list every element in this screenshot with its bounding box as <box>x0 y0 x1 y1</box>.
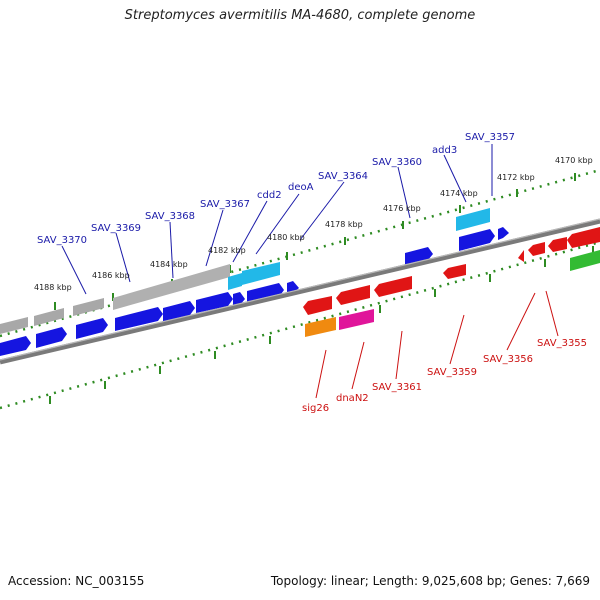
gene-label: SAV_3355 <box>537 338 587 349</box>
gene-label: SAV_3356 <box>483 354 533 365</box>
reverse-genes <box>303 227 600 337</box>
leader-line <box>545 290 559 337</box>
gene-label: SAV_3367 <box>200 199 250 210</box>
gene-label: add3 <box>432 145 457 156</box>
leader-line <box>506 292 536 351</box>
gene-label: SAV_3364 <box>318 171 368 182</box>
gene-shape <box>339 309 374 330</box>
ruler-tick-label: 4186 kbp <box>92 271 130 280</box>
gene-shape <box>115 307 163 331</box>
gene-shape <box>242 262 280 285</box>
gene-shape <box>228 273 242 290</box>
gene-shape <box>0 336 31 356</box>
map-title: Streptomyces avermitilis MA-4680, comple… <box>124 8 476 23</box>
reverse-leader-lines <box>315 290 559 399</box>
forward-genes <box>0 227 509 356</box>
gene-shape <box>305 317 336 337</box>
gene-shape <box>0 317 28 334</box>
gene-shape <box>336 285 370 305</box>
gene-label: SAV_3360 <box>372 157 422 168</box>
ruler-tick-label: 4188 kbp <box>34 283 72 292</box>
ruler-tick-label: 4178 kbp <box>325 220 363 229</box>
gene-label: SAV_3368 <box>145 211 195 222</box>
ruler-tick-labels: 4170 kbp 4172 kbp 4174 kbp 4176 kbp 4178… <box>34 156 593 292</box>
gene-label: SAV_3369 <box>91 223 141 234</box>
gene-label: SAV_3357 <box>465 132 515 143</box>
gene-shape <box>113 264 230 310</box>
gene-shape <box>405 247 433 266</box>
ruler-tick-label: 4180 kbp <box>267 233 305 242</box>
leader-line <box>115 232 131 283</box>
leader-line <box>397 166 411 219</box>
gene-shape <box>456 208 490 231</box>
leader-line <box>255 193 300 255</box>
ruler-tick-label: 4172 kbp <box>497 173 535 182</box>
gene-label: deoA <box>288 182 314 193</box>
gene-shape <box>73 298 104 316</box>
ruler-tick-label: 4184 kbp <box>150 260 188 269</box>
genome-summary-text: Topology: linear; Length: 9,025,608 bp; … <box>270 574 590 588</box>
gene-label: cdd2 <box>257 190 282 201</box>
ruler-tick-label: 4174 kbp <box>440 189 478 198</box>
reverse-gene-labels: sig26 dnaN2 SAV_3361 SAV_3359 SAV_3356 S… <box>302 338 587 414</box>
leader-line <box>449 314 465 365</box>
leader-line <box>395 330 403 380</box>
gene-shape <box>528 242 545 256</box>
gene-label: SAV_3361 <box>372 382 422 393</box>
forward-leader-lines <box>61 144 493 295</box>
leader-line <box>299 181 345 241</box>
leader-line <box>443 154 467 203</box>
leader-line <box>169 221 174 279</box>
leader-line <box>61 245 87 295</box>
ruler-tick-label: 4170 kbp <box>555 156 593 165</box>
gene-shape <box>548 237 567 252</box>
gene-shape <box>36 327 67 348</box>
gene-shape <box>196 292 233 313</box>
leader-line <box>232 200 268 263</box>
genome-backbone <box>0 218 600 365</box>
gene-label: SAV_3370 <box>37 235 87 246</box>
gene-shape <box>34 308 64 326</box>
gene-shape <box>518 250 524 262</box>
ruler-tick-label: 4176 kbp <box>383 204 421 213</box>
leader-line <box>351 341 365 390</box>
gene-label: dnaN2 <box>336 393 369 404</box>
gene-shape <box>233 292 245 307</box>
gene-label: SAV_3359 <box>427 367 477 378</box>
gene-shape <box>163 301 195 322</box>
gene-shape <box>374 276 412 297</box>
gene-shape <box>567 227 600 248</box>
forward-gene-labels: SAV_3357 add3 SAV_3360 SAV_3364 deoA cdd… <box>37 132 515 246</box>
gene-shape <box>443 264 466 279</box>
gene-label: sig26 <box>302 403 329 414</box>
accession-text: Accession: NC_003155 <box>8 574 145 588</box>
gene-shape <box>76 318 108 339</box>
gray-gene-band <box>0 208 490 334</box>
gene-shape <box>498 227 509 240</box>
gene-shape <box>570 250 600 271</box>
leader-line <box>205 209 224 267</box>
leader-line <box>315 349 327 399</box>
ruler-tick-label: 4182 kbp <box>208 246 246 255</box>
gene-shape <box>459 229 495 251</box>
gene-shape <box>303 296 332 315</box>
backbone-highlight <box>0 218 600 361</box>
